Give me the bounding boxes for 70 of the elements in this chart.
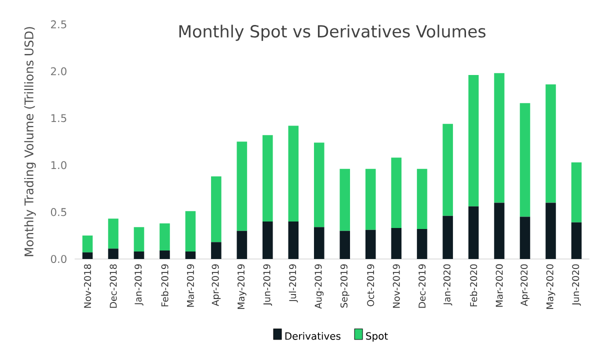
x-tick-label: Mar-2020	[496, 264, 503, 307]
bar	[520, 103, 530, 217]
x-tick-label: May-2019	[238, 264, 246, 309]
y-tick-label: 0.5	[50, 208, 66, 216]
bar	[391, 228, 402, 259]
bar	[185, 251, 196, 259]
x-tick-label: Dec-2019	[418, 264, 426, 308]
bar	[108, 218, 118, 249]
bar	[314, 227, 324, 259]
x-tick-label: Oct-2019	[367, 264, 374, 306]
bar	[314, 142, 324, 228]
bar	[468, 206, 479, 259]
bar	[134, 251, 144, 259]
bar	[262, 221, 273, 259]
x-tick-label: Jul-2019	[288, 264, 298, 302]
y-tick-label: 1.5	[51, 114, 66, 122]
x-tick-label: Nov-2018	[84, 264, 92, 308]
y-tick-label: 1.0	[51, 161, 66, 170]
bar	[416, 168, 428, 229]
bar	[288, 221, 299, 259]
x-tick-label: Nov-2019	[392, 264, 400, 308]
bar	[134, 227, 144, 252]
bar	[571, 162, 582, 222]
y-tick-label: 2.0	[51, 67, 66, 76]
x-tick-label: Dec-2018	[110, 264, 117, 308]
x-tick-label: Mar-2019	[186, 264, 194, 307]
bar	[365, 168, 376, 230]
x-tick-label: Jan-2020	[443, 264, 452, 306]
bar	[520, 216, 530, 259]
x-tick-label: Feb-2019	[161, 264, 168, 306]
bar	[160, 250, 170, 259]
bar	[442, 124, 453, 216]
x-tick-label: Jun-2020	[572, 264, 581, 306]
bar	[494, 73, 504, 203]
bar	[211, 176, 222, 242]
bar	[365, 230, 376, 259]
x-tick-label: Jun-2019	[263, 264, 272, 306]
bar	[185, 211, 196, 252]
bar	[108, 248, 118, 259]
x-tick-label: May-2020	[546, 264, 556, 309]
x-tick-label: Feb-2020	[470, 264, 478, 306]
x-tick-label: Aug-2019	[314, 264, 324, 309]
bar	[416, 228, 428, 259]
bar	[391, 158, 402, 228]
bar	[160, 223, 170, 251]
bar	[571, 222, 582, 259]
bar	[211, 242, 222, 259]
bar	[468, 75, 479, 206]
x-tick-label: Sep-2019	[340, 264, 350, 308]
legend-label: Derivatives	[285, 332, 340, 340]
bar	[82, 236, 93, 252]
bar	[340, 168, 350, 231]
chart-title: Monthly Spot vs Derivatives Volumes	[179, 24, 486, 41]
y-tick-label: 2.5	[51, 20, 66, 28]
legend-label: Spot	[366, 332, 388, 342]
bar	[262, 135, 273, 222]
bar	[340, 230, 350, 259]
bar	[236, 142, 248, 231]
y-axis-title: Monthly Trading Volume (Trillions USD)	[24, 27, 36, 256]
bar	[82, 252, 93, 259]
x-tick-label: Apr-2019	[212, 264, 221, 306]
bar	[236, 230, 248, 259]
bar	[442, 216, 453, 259]
x-tick-label: Apr-2020	[520, 264, 530, 306]
bar	[546, 202, 556, 259]
bar	[288, 126, 299, 222]
y-tick-label: 0.0	[50, 254, 66, 264]
x-tick-label: Jan-2019	[134, 264, 144, 306]
bar	[546, 84, 556, 203]
bar	[494, 202, 504, 259]
